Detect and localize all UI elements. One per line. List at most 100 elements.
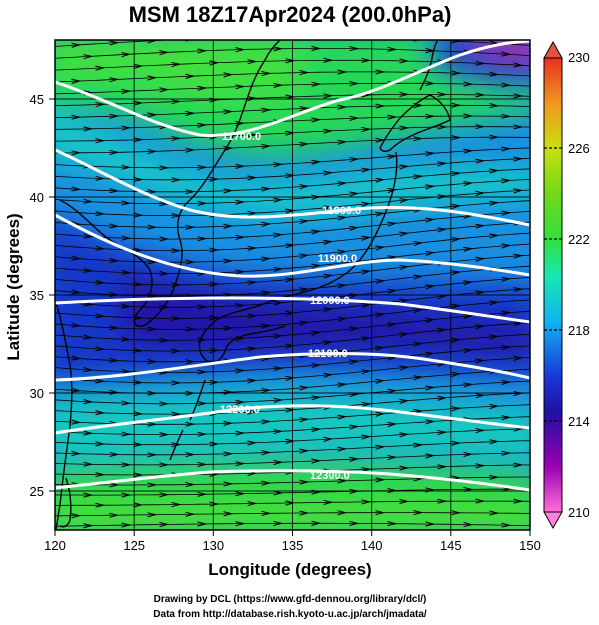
streamline-arrow: [121, 303, 132, 309]
streamline-arrow: [311, 520, 322, 526]
streamline-arrow: [133, 247, 142, 253]
streamline-arrow: [285, 243, 296, 249]
streamline-arrow: [83, 461, 94, 467]
streamline-arrow: [375, 444, 386, 450]
streamline-arrow: [513, 93, 524, 99]
streamline-arrow: [475, 428, 486, 434]
contour-label: 12200.0: [220, 404, 260, 416]
streamline-arrow: [121, 336, 132, 342]
streamline-arrow: [361, 499, 372, 505]
streamline-arrow: [451, 203, 462, 210]
streamline-arrow: [121, 431, 132, 437]
streamline-arrow: [171, 248, 182, 254]
streamline-arrow: [300, 34, 308, 38]
streamline-arrow: [489, 474, 498, 480]
streamline-arrow: [475, 290, 486, 296]
geopotential-contours: [55, 40, 530, 492]
streamline-arrow: [121, 52, 130, 58]
streamline-arrow: [247, 59, 258, 65]
streamline-arrow: [185, 110, 196, 117]
streamline-arrow: [501, 82, 510, 88]
streamline-arrow: [337, 414, 348, 420]
streamline-arrow: [387, 421, 398, 428]
streamline-arrow: [425, 184, 436, 190]
contour-line-12300: [55, 469, 530, 492]
streamline-arrow: [501, 415, 512, 421]
streamline-arrow: [387, 455, 396, 461]
x-tick-label: 130: [202, 538, 224, 553]
streamline-arrow: [261, 256, 270, 262]
streamline-arrow: [323, 340, 334, 346]
x-tick-label: 145: [440, 538, 462, 553]
streamline-arrow: [413, 510, 424, 516]
streamline-arrow: [311, 229, 320, 235]
streamline-arrow: [235, 521, 244, 527]
streamline: [55, 189, 530, 216]
streamline-arrow: [323, 93, 334, 99]
streamline-arrow: [159, 401, 168, 407]
streamline-arrow: [323, 499, 334, 505]
streamline-arrow: [121, 125, 130, 131]
streamline-arrow: [489, 200, 500, 206]
streamline-arrow: [273, 197, 284, 203]
streamline-arrow: [387, 154, 398, 160]
streamline-arrow: [337, 316, 348, 322]
streamline-arrow: [95, 441, 106, 447]
streamline-arrow: [95, 138, 106, 144]
streamline-arrow: [337, 181, 346, 187]
streamline-arrow: [83, 334, 94, 340]
streamline-arrow: [311, 263, 322, 269]
streamline-arrow: [171, 348, 180, 354]
streamline-arrow: [159, 337, 170, 343]
streamline-arrow: [223, 511, 234, 517]
streamline-arrow: [235, 461, 246, 467]
streamline-arrow: [71, 387, 80, 393]
streamline-arrow: [387, 114, 398, 120]
streamline-arrow: [121, 235, 132, 241]
streamline-arrow: [209, 176, 220, 182]
streamline-arrow: [489, 439, 500, 445]
streamline-arrow: [197, 236, 208, 242]
streamline-arrow: [185, 224, 196, 230]
streamline-arrow: [513, 321, 522, 327]
streamline-arrow: [375, 477, 384, 483]
streamline-arrow: [171, 442, 182, 448]
streamline-arrow: [501, 450, 512, 456]
streamline-arrow: [185, 511, 196, 517]
streamline-arrow: [133, 315, 142, 321]
streamline-arrow: [121, 400, 132, 406]
streamline-arrow: [413, 442, 424, 448]
streamline-arrow: [337, 510, 348, 516]
streamline-arrow: [349, 326, 360, 332]
streamline-arrow: [299, 320, 308, 326]
credit-data: Data from http://database.rish.kyoto-u.a…: [153, 609, 427, 620]
streamline-arrow: [261, 480, 272, 486]
streamline-arrow: [361, 167, 370, 173]
streamline-arrow: [209, 379, 220, 385]
streamline-arrow: [361, 467, 370, 473]
streamline-arrow: [475, 92, 484, 98]
streamline-arrow: [83, 492, 92, 498]
streamline-arrow: [375, 378, 386, 384]
streamline-arrow: [375, 510, 384, 516]
streamline-arrow: [147, 112, 158, 118]
streamline: [55, 254, 530, 286]
streamline: [55, 115, 530, 130]
streamline-arrow: [197, 369, 208, 375]
streamline-arrow: [285, 375, 294, 381]
streamline-arrow: [109, 512, 118, 518]
streamline-arrow: [285, 130, 296, 136]
streamline: [55, 136, 530, 154]
streamline-arrow: [185, 189, 194, 195]
streamline: [55, 126, 530, 142]
streamline-arrow: [311, 159, 320, 165]
streamline-arrow: [71, 289, 80, 295]
streamline-arrow: [425, 453, 436, 459]
streamline-arrow: [475, 223, 484, 229]
streamline-arrow: [425, 521, 436, 527]
streamline-arrow: [399, 298, 410, 304]
streamline-arrow: [311, 117, 322, 123]
streamline-arrow: [197, 200, 208, 207]
streamline-arrow: [185, 359, 196, 365]
streamline-arrow: [273, 459, 284, 466]
